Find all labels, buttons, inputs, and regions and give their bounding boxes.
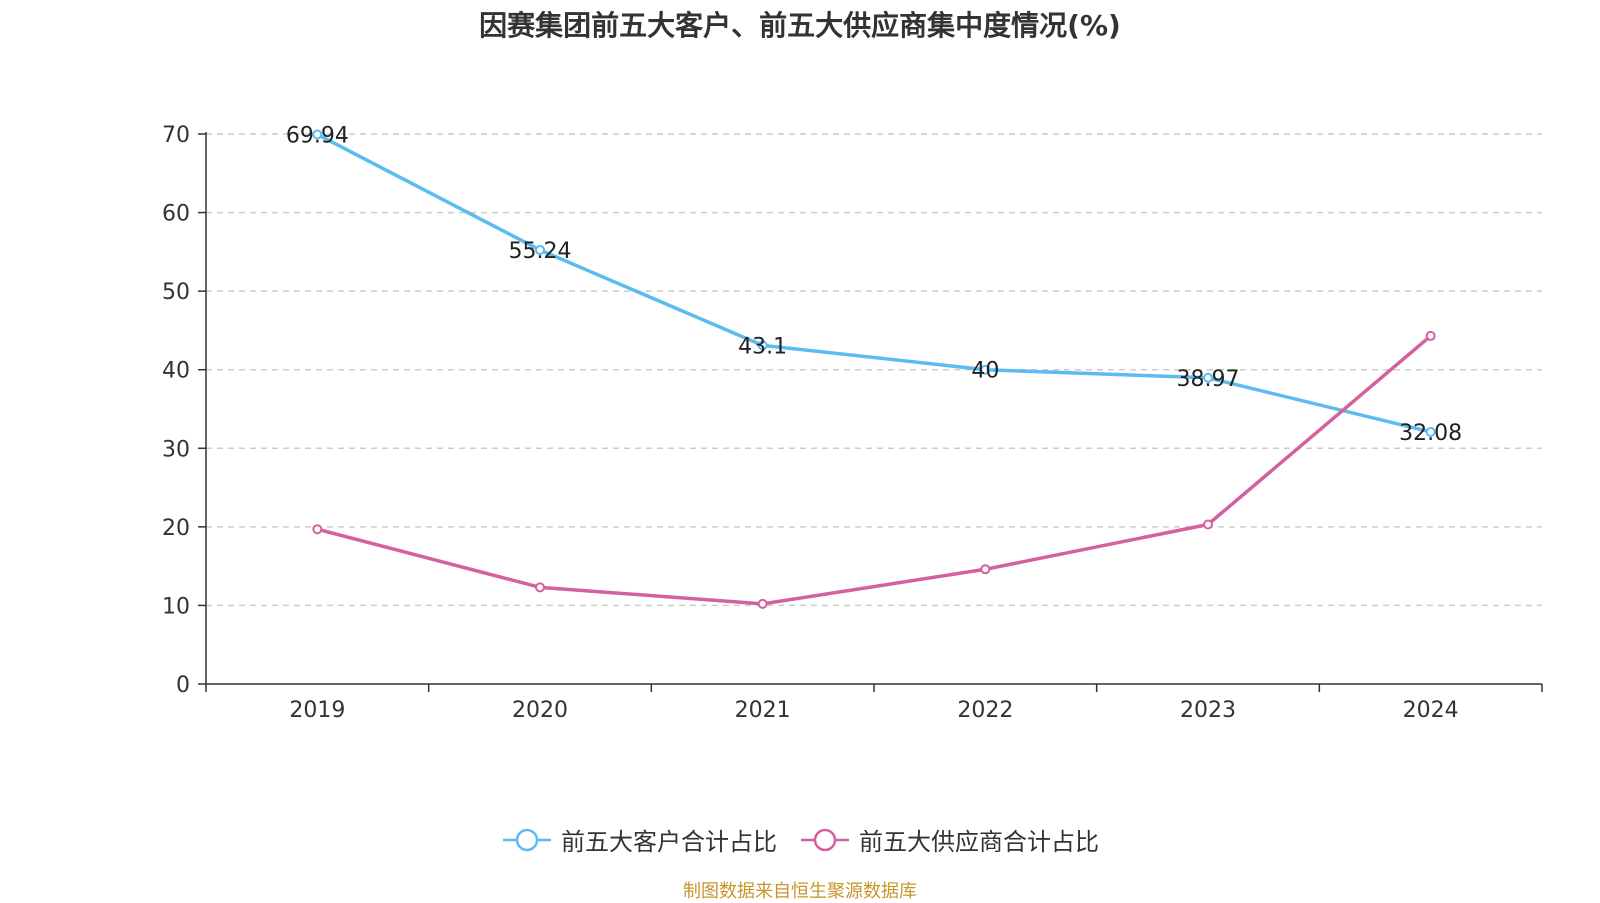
y-tick-label: 10 [162,594,190,619]
y-tick-label: 70 [162,123,190,148]
data-label: 32.08 [1399,421,1462,446]
x-tick-label-2019: 2019 [289,698,345,723]
series-line-0 [316,132,1432,434]
legend-label-customers: 前五大客户合计占比 [561,828,777,856]
series-lines [312,129,1436,609]
x-tick-label-2024: 2024 [1403,698,1459,723]
data-label: 55.24 [509,239,572,264]
legend-marker-customers [515,828,539,851]
data-point [1425,330,1436,341]
data-point [757,340,768,351]
data-label: 38.97 [1177,367,1240,392]
x-tick-label-2022: 2022 [957,698,1013,723]
data-label: 43.1 [738,334,787,359]
legend-marker-suppliers [813,828,837,851]
chart-title: 因赛集团前五大客户、前五大供应商集中度情况(%) [479,9,1121,42]
data-point [757,598,768,609]
y-tick-label: 20 [162,516,190,541]
x-tick-label-2020: 2020 [512,698,568,723]
data-point [980,564,991,575]
legend-item-customers[interactable]: 前五大客户合计占比 [501,822,777,857]
data-point [980,364,991,375]
data-point [312,129,323,140]
legend-item-suppliers[interactable]: 前五大供应商合计占比 [799,822,1099,857]
data-point [535,582,545,593]
series-line-1 [316,334,1432,606]
data-point [312,524,323,535]
y-tick-label: 60 [162,202,190,227]
x-tick-label-2023: 2023 [1180,698,1236,723]
x-tick-label-2021: 2021 [735,698,791,723]
y-tick-label: 40 [162,359,190,384]
data-point [1203,519,1213,530]
data-labels: 69.94 55.24 43.1 40 38.97 32.08 [286,123,1462,445]
legend: 前五大客户合计占比 前五大供应商合计占比 [0,822,1600,857]
axes: 0 10 20 30 40 50 60 70 2019 2020 2021 2022 2023 2024 [162,123,1543,723]
legend-label-suppliers: 前五大供应商合计占比 [859,828,1099,856]
gridlines [206,133,1542,607]
data-point [1425,426,1436,437]
data-label: 40 [971,359,999,384]
y-tick-label: 50 [162,280,190,305]
data-label: 69.94 [286,123,349,148]
legend-swatch-customers [503,828,551,851]
source-note: 制图数据来自恒生聚源数据库 [683,881,917,902]
legend-swatch-suppliers [801,828,849,851]
data-point [535,244,545,255]
y-tick-label: 30 [162,437,190,462]
data-point [1203,372,1213,383]
y-tick-label: 0 [176,673,190,698]
